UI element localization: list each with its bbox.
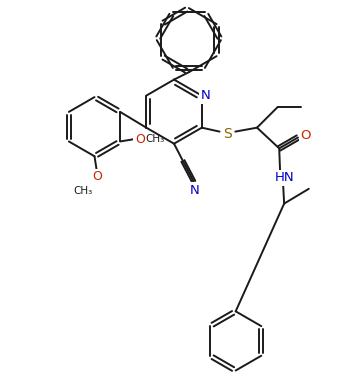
Text: S: S (223, 127, 232, 141)
Text: N: N (201, 89, 210, 102)
Text: CH₃: CH₃ (145, 134, 164, 144)
Text: O: O (92, 171, 102, 183)
Text: HN: HN (274, 171, 294, 185)
Text: CH₃: CH₃ (73, 186, 93, 196)
Text: O: O (135, 132, 145, 146)
Text: O: O (301, 129, 311, 142)
Text: N: N (190, 184, 199, 197)
